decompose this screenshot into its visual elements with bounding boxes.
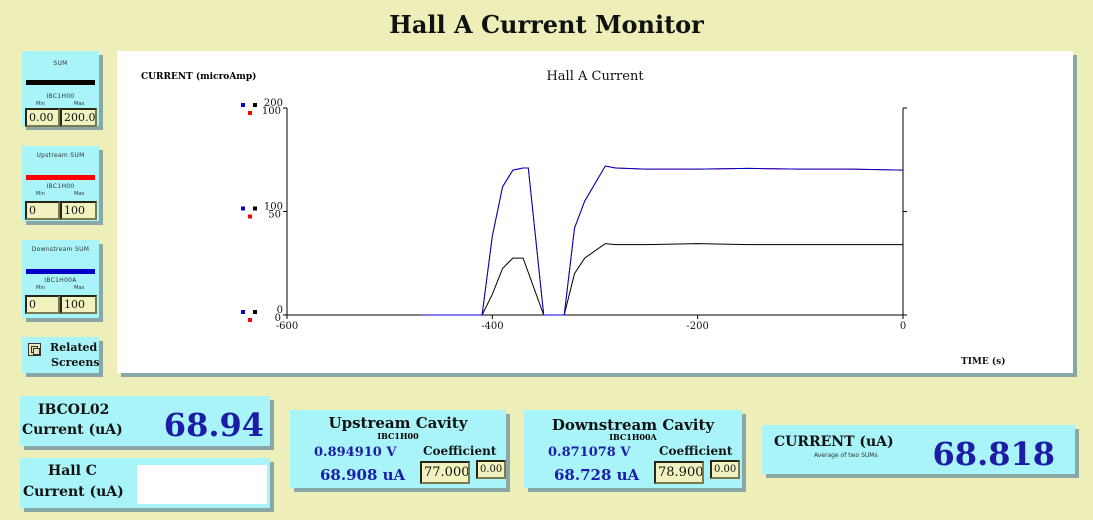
upstream-max-input[interactable]: 100	[60, 201, 97, 220]
sum-pv-label: IBC1H00	[46, 93, 75, 100]
upstream-cavity-title: Upstream Cavity	[328, 414, 468, 432]
x-tick-label: -200	[686, 321, 708, 332]
x-tick-label: -600	[276, 321, 298, 332]
upstream-coef-input[interactable]: 77.000	[420, 461, 470, 484]
hallc-unit-label: Current (uA)	[23, 484, 124, 500]
ibcol02-panel: IBCOL02 Current (uA) 68.94	[20, 396, 270, 446]
downstream-cavity-title: Downstream Cavity	[551, 416, 715, 434]
related-label-line1: Related	[50, 341, 98, 354]
sum-min-input[interactable]: 0.00	[25, 108, 60, 127]
downstream-cavity-pv: IBC1H00A	[609, 432, 657, 442]
black-tick-marker	[253, 206, 257, 211]
black-tick-marker	[253, 310, 257, 314]
blue-tick-marker	[241, 206, 245, 211]
y-tick-label-black: 100	[264, 202, 283, 213]
ibcol02-label: IBCOL02	[38, 402, 110, 418]
ibcol02-current-value: 68.94	[163, 406, 264, 444]
hallc-label: Hall C	[48, 463, 97, 479]
black-tick-marker	[253, 103, 257, 107]
upstream-min-label: Min	[36, 191, 45, 197]
red-tick-marker	[248, 111, 252, 115]
x-tick-label: 0	[900, 321, 906, 332]
downstream-sum-control-panel: Downstream SUM IBC1H00A Min Max 0 100	[22, 240, 99, 318]
upstream-coef-label: Coefficient	[423, 444, 497, 458]
ibcol02-unit-label: Current (uA)	[22, 422, 123, 438]
average-current-panel: CURRENT (uA) Average of two SUMs 68.818	[762, 425, 1075, 474]
y-tick-label-black: 200	[264, 98, 283, 109]
downstream-current-value: 68.728 uA	[554, 466, 640, 484]
red-tick-marker	[248, 318, 252, 322]
upstream-cavity-panel: Upstream Cavity IBC1H00 0.894910 V 68.90…	[290, 410, 506, 488]
sum-label: SUM	[53, 60, 68, 67]
hallc-current-value	[137, 465, 267, 504]
plot-area: CURRENT (microAmp) Hall A Current TIME (…	[117, 51, 1073, 373]
downstream-coef-input[interactable]: 78.900	[654, 461, 704, 484]
series-line-0	[420, 243, 903, 316]
downstream-min-input[interactable]: 0	[25, 295, 60, 314]
chart-ylabel: CURRENT (microAmp)	[141, 71, 256, 82]
upstream-pv-label: IBC1H00	[46, 183, 75, 190]
upstream-sum-label: Upstream SUM	[36, 152, 85, 159]
sum-min-label: Min	[36, 101, 45, 107]
downstream-coef-label: Coefficient	[659, 444, 733, 458]
upstream-color-swatch	[26, 175, 95, 180]
y-tick-label-black: 0	[277, 305, 283, 316]
chart-title: Hall A Current	[546, 69, 644, 84]
hallc-panel: Hall C Current (uA)	[20, 458, 270, 508]
page-title: Hall A Current Monitor	[389, 10, 704, 39]
related-screens-button[interactable]: Related Screens	[22, 337, 100, 373]
upstream-sum-control-panel: Upstream SUM IBC1H00 Min Max 0 100	[22, 146, 99, 221]
related-label-line2: Screens	[51, 356, 100, 369]
y-tick-label-red: 0	[275, 313, 281, 324]
average-current-value: 68.818	[932, 435, 1055, 473]
downstream-cavity-panel: Downstream Cavity IBC1H00A 0.871078 V 68…	[524, 410, 742, 488]
downstream-color-swatch	[26, 269, 95, 274]
current-chart: CURRENT (microAmp) Hall A Current TIME (…	[141, 69, 1005, 367]
chart-xlabel: TIME (s)	[961, 356, 1005, 367]
upstream-min-input[interactable]: 0	[25, 201, 60, 220]
red-tick-marker	[248, 214, 252, 219]
upstream-offset-input[interactable]: 0.00	[476, 460, 506, 479]
downstream-max-label: Max	[74, 285, 85, 291]
sum-color-swatch	[26, 80, 95, 85]
related-screens-icon	[28, 343, 41, 356]
upstream-cavity-pv: IBC1H00	[377, 431, 419, 441]
y-tick-label-red: 100	[262, 106, 281, 117]
downstream-offset-input[interactable]: 0.00	[710, 460, 740, 479]
downstream-voltage-value: 0.871078 V	[548, 445, 631, 460]
sum-max-input[interactable]: 200.0	[60, 108, 97, 127]
downstream-min-label: Min	[36, 285, 45, 291]
blue-tick-marker	[241, 103, 245, 107]
downstream-max-input[interactable]: 100	[60, 295, 97, 314]
average-current-label: CURRENT (uA)	[774, 434, 894, 450]
sum-max-label: Max	[74, 101, 85, 107]
downstream-sum-label: Downstream SUM	[31, 246, 90, 253]
blue-tick-marker	[241, 310, 245, 314]
series-line-2	[420, 165, 904, 316]
sum-control-panel: SUM IBC1H00 Min Max 0.00 200.0	[22, 51, 99, 127]
upstream-voltage-value: 0.894910 V	[314, 445, 397, 460]
downstream-pv-label: IBC1H00A	[44, 277, 77, 284]
x-tick-label: -400	[481, 321, 503, 332]
upstream-current-value: 68.908 uA	[320, 466, 406, 484]
y-tick-label-red: 50	[268, 210, 281, 221]
average-current-sublabel: Average of two SUMs	[814, 452, 878, 459]
upstream-max-label: Max	[74, 191, 85, 197]
